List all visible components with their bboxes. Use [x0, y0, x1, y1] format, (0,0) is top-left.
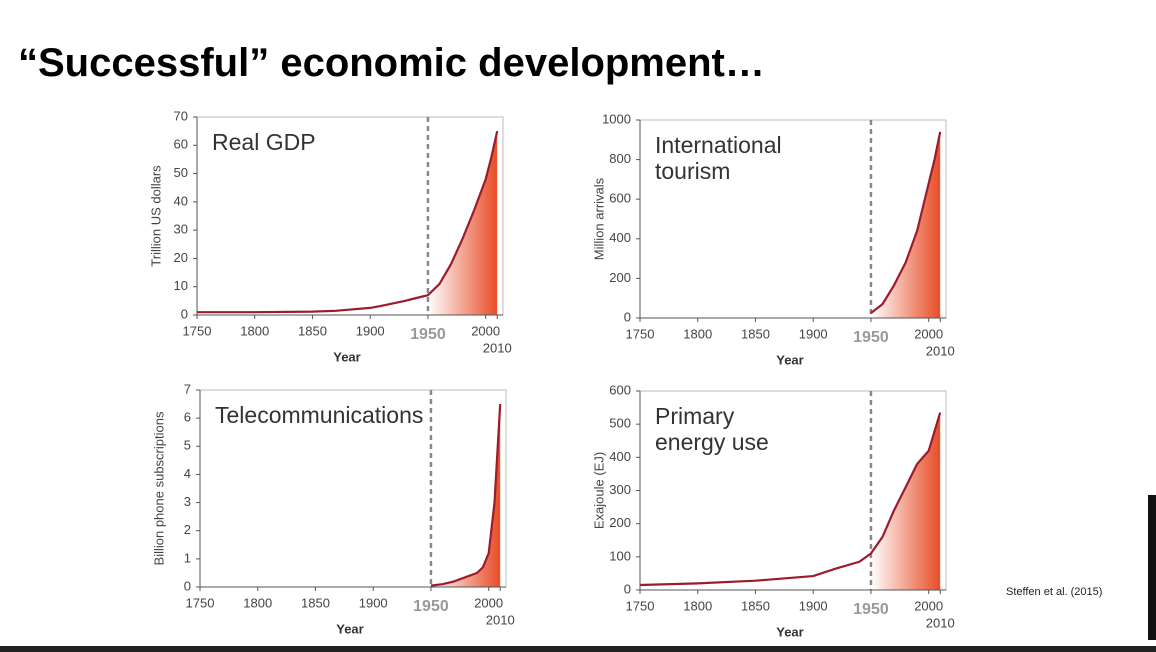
area-fill: [640, 412, 941, 590]
y-tick-label: 5: [184, 438, 191, 453]
y-tick-label: 1000: [602, 111, 631, 126]
y-tick-label: 0: [624, 581, 631, 596]
x-tick-label: 1800: [240, 323, 269, 338]
x-tick-label: 1850: [741, 326, 770, 341]
x-tick-label: 1750: [626, 326, 655, 341]
y-tick-label: 100: [609, 548, 631, 563]
y-tick-label: 400: [609, 230, 631, 245]
y-tick-label: 60: [174, 137, 188, 152]
y-axis-label: Exajoule (EJ): [591, 452, 606, 529]
x-tick-label: 1750: [626, 598, 655, 613]
x-axis-label: Year: [333, 349, 360, 364]
x-tick-label: 2000: [471, 323, 500, 338]
x-tick-label: 1850: [298, 323, 327, 338]
x-tick-label: 1950: [413, 598, 449, 615]
x-axis-label: Year: [776, 352, 803, 367]
y-axis-label: Billion phone subscriptions: [151, 411, 166, 565]
bottom-bar: [0, 646, 1156, 652]
x-tick-label: 1950: [853, 329, 889, 346]
x-tick-label: 2010: [483, 340, 512, 355]
x-tick-label: 1900: [359, 595, 388, 610]
y-tick-label: 7: [184, 381, 191, 396]
y-tick-label: 30: [174, 222, 188, 237]
slide-title: “Successful” economic development…: [18, 41, 765, 85]
chart-title: Primary: [655, 403, 735, 429]
edge-bar: [1148, 495, 1156, 640]
data-line: [870, 131, 942, 314]
y-tick-label: 50: [174, 165, 188, 180]
y-tick-label: 70: [174, 108, 188, 123]
x-tick-label: 1750: [186, 595, 215, 610]
y-axis-label: Million arrivals: [591, 177, 606, 260]
x-tick-label: 1750: [183, 323, 212, 338]
x-tick-label: 2000: [474, 595, 503, 610]
y-tick-label: 10: [174, 278, 188, 293]
y-tick-label: 200: [609, 515, 631, 530]
chart-title: tourism: [655, 158, 730, 184]
y-tick-label: 300: [609, 482, 631, 497]
x-tick-label: 2000: [914, 598, 943, 613]
x-tick-label: 2010: [926, 615, 955, 630]
x-tick-label: 1850: [741, 598, 770, 613]
x-tick-label: 2010: [486, 612, 515, 627]
x-tick-label: 2000: [914, 326, 943, 341]
x-tick-label: 1950: [410, 326, 446, 343]
y-tick-label: 400: [609, 449, 631, 464]
x-tick-label: 1900: [356, 323, 385, 338]
y-tick-label: 1: [184, 550, 191, 565]
x-tick-label: 2010: [926, 343, 955, 358]
area-fill: [197, 131, 498, 315]
y-tick-label: 20: [174, 250, 188, 265]
y-tick-label: 600: [609, 191, 631, 206]
x-tick-label: 1800: [243, 595, 272, 610]
data-line: [197, 130, 499, 314]
data-line: [430, 404, 502, 587]
y-tick-label: 40: [174, 193, 188, 208]
x-tick-label: 1900: [799, 598, 828, 613]
x-tick-label: 1800: [683, 326, 712, 341]
x-tick-label: 1850: [301, 595, 330, 610]
y-tick-label: 800: [609, 151, 631, 166]
x-tick-label: 1900: [799, 326, 828, 341]
y-tick-label: 3: [184, 494, 191, 509]
x-tick-label: 1800: [683, 598, 712, 613]
y-axis-label: Trillion US dollars: [148, 165, 163, 267]
x-axis-label: Year: [336, 621, 363, 636]
y-tick-label: 0: [624, 309, 631, 324]
x-tick-label: 1950: [853, 601, 889, 618]
y-tick-label: 200: [609, 270, 631, 285]
y-tick-label: 2: [184, 522, 191, 537]
y-tick-label: 500: [609, 416, 631, 431]
data-line: [639, 412, 942, 587]
area-fill: [870, 131, 941, 318]
chart-title: energy use: [655, 429, 769, 455]
x-axis-label: Year: [776, 624, 803, 639]
y-tick-label: 600: [609, 382, 631, 397]
y-tick-label: 0: [181, 306, 188, 321]
y-tick-label: 4: [184, 466, 191, 481]
chart-title: Telecommunications: [215, 402, 423, 428]
chart-title: Real GDP: [212, 129, 316, 155]
citation: Steffen et al. (2015): [1006, 586, 1102, 598]
chart-title: International: [655, 132, 782, 158]
area-fill: [430, 404, 501, 587]
y-tick-label: 0: [184, 578, 191, 593]
y-tick-label: 6: [184, 410, 191, 425]
